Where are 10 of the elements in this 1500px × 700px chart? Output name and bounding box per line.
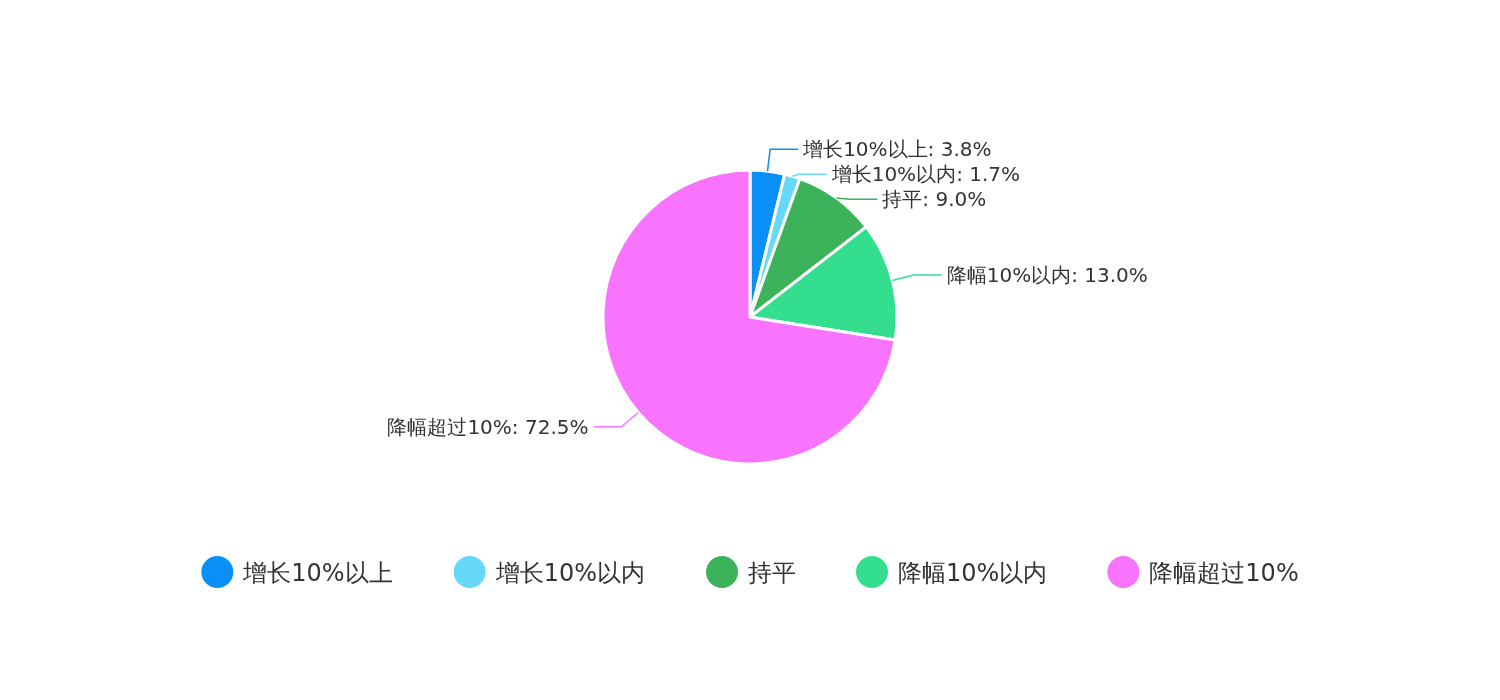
data-label: 持平: 9.0%: [882, 187, 987, 212]
data-label: 降幅超过10%: 72.5%: [387, 414, 589, 439]
data-label: 降幅10%以内: 13.0%: [946, 262, 1148, 287]
legend-label: 降幅超过10%: [1149, 559, 1299, 587]
legend-label: 持平: [748, 559, 796, 587]
legend-label: 增长10%以上: [242, 559, 393, 587]
legend-label: 降幅10%以内: [898, 559, 1048, 587]
data-label: 增长10%以内: 1.7%: [830, 162, 1021, 187]
data-label: 增长10%以上: 3.8%: [802, 137, 992, 162]
legend-label: 增长10%以内: [494, 559, 645, 587]
